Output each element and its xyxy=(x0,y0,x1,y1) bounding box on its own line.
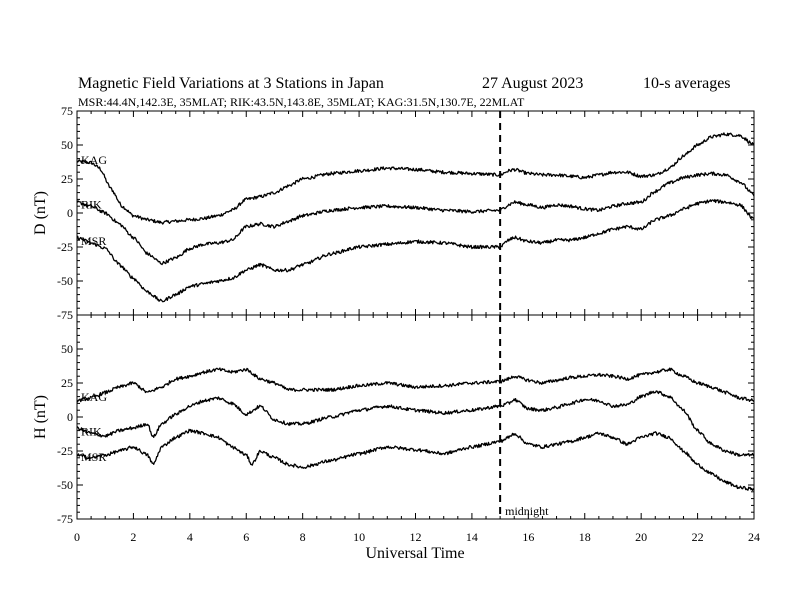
h-trace-msr xyxy=(76,428,755,491)
d-ytick-label: -50 xyxy=(57,274,73,288)
h-series-label-kag: KAG xyxy=(81,390,107,404)
d-ytick-label: 75 xyxy=(61,104,73,118)
d-trace-msr xyxy=(76,198,755,303)
d-ytick-label: -25 xyxy=(57,240,73,254)
x-tick-label: 10 xyxy=(353,530,365,544)
x-tick-label: 4 xyxy=(187,530,193,544)
h-ytick-label: -75 xyxy=(57,512,73,526)
x-axis-label: Universal Time xyxy=(365,545,464,562)
h-ytick-label: -25 xyxy=(57,444,73,458)
x-tick-label: 8 xyxy=(300,530,306,544)
h-ytick-label: 50 xyxy=(61,342,73,356)
x-tick-label: 2 xyxy=(130,530,136,544)
x-tick-label: 0 xyxy=(74,530,80,544)
h-trace-rik xyxy=(76,390,755,457)
d-ytick-label: 25 xyxy=(61,172,73,186)
h-ytick-label: 0 xyxy=(67,410,73,424)
x-tick-label: 20 xyxy=(635,530,647,544)
d-ytick-label: 50 xyxy=(61,138,73,152)
d-trace-kag xyxy=(76,132,755,225)
x-tick-label: 18 xyxy=(579,530,591,544)
h-panel-frame xyxy=(76,314,755,520)
h-trace-kag xyxy=(76,367,755,403)
d-axis-label: D (nT) xyxy=(32,191,49,235)
h-ytick-label: -50 xyxy=(57,478,73,492)
x-tick-label: 14 xyxy=(466,530,478,544)
h-component-panel: H (nT) 50 25 0 -25 -50 -75 KAG RIK MSR xyxy=(32,314,755,526)
x-tick-label: 6 xyxy=(243,530,249,544)
chart-averaging: 10-s averages xyxy=(643,75,731,92)
d-series-label-rik: RIK xyxy=(81,198,102,212)
x-tick-label: 16 xyxy=(522,530,534,544)
d-panel-frame xyxy=(76,110,755,316)
d-ytick-label: 0 xyxy=(67,206,73,220)
chart-date: 27 August 2023 xyxy=(482,75,583,92)
x-tick-label: 22 xyxy=(692,530,704,544)
x-tick-label: 24 xyxy=(748,530,760,544)
h-series-label-rik: RIK xyxy=(81,424,102,438)
d-component-panel: D (nT) 75 50 25 0 -25 -50 -75 KAG RIK MSR xyxy=(32,104,755,322)
d-ytick-label: -75 xyxy=(57,308,73,322)
midnight-label: midnight xyxy=(505,504,549,518)
d-series-label-msr: MSR xyxy=(81,234,106,248)
d-series-label-kag: KAG xyxy=(81,153,107,167)
h-series-label-msr: MSR xyxy=(81,450,106,464)
x-tick-label: 12 xyxy=(410,530,422,544)
chart-title: Magnetic Field Variations at 3 Stations … xyxy=(78,75,384,92)
x-axis: 0 2 4 6 8 10 12 14 16 18 20 22 24 xyxy=(74,530,760,544)
h-axis-label: H (nT) xyxy=(32,395,49,439)
h-ytick-label: 25 xyxy=(61,376,73,390)
station-info: MSR:44.4N,142.3E, 35MLAT; RIK:43.5N,143.… xyxy=(78,95,525,109)
d-trace-rik xyxy=(76,171,755,266)
